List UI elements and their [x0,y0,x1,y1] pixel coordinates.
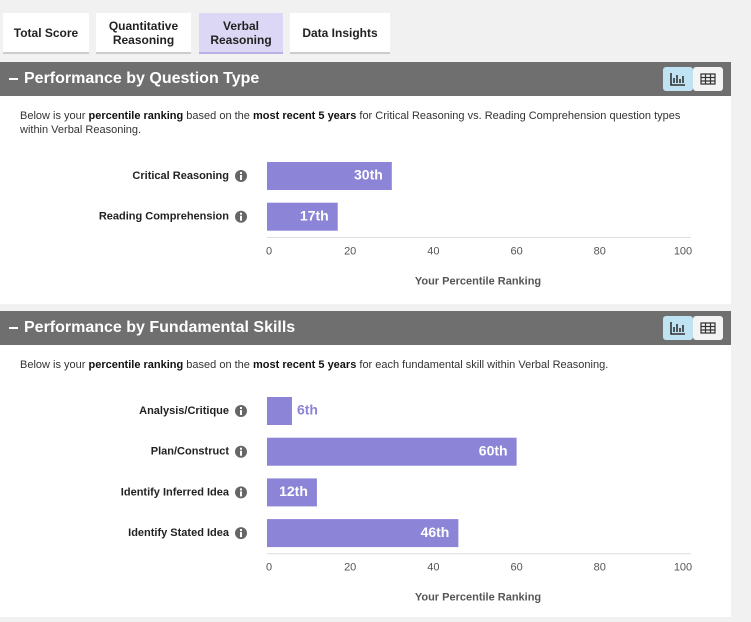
x-tick-label: 80 [594,562,606,574]
section-description: Below is your percentile ranking based o… [20,109,700,137]
text: based on the [183,359,253,371]
x-tick-label: 100 [674,245,692,257]
section-header[interactable]: Performance by Fundamental Skills [0,311,731,345]
info-dot [240,488,242,491]
info-bar [240,215,242,221]
value-label: 6th [297,402,318,418]
category-label: Critical Reasoning [132,170,229,182]
x-tick-label: 40 [427,245,439,257]
value-label: 17th [300,207,329,223]
x-tick-label: 20 [344,245,356,257]
text: Below is your [20,359,89,371]
value-label: 30th [354,167,383,183]
bar [267,162,392,190]
chart: 0 20 40 60 80 100 Your Percentile Ranking Analy… [121,397,692,604]
bar [267,397,292,425]
value-label: 60th [479,442,508,458]
bar [267,519,459,548]
x-tick-label: 20 [344,562,356,574]
value-label: 46th [421,524,450,540]
tab[interactable]: Data Insights [290,13,390,54]
info-bar [240,491,242,497]
x-tick-label: 0 [266,245,272,257]
panel [0,96,731,304]
tab-active[interactable]: Verbal Reasoning [199,13,283,54]
info-icon[interactable] [235,445,247,458]
info-icon[interactable] [235,170,247,182]
emphasis: percentile ranking [88,359,184,371]
info-dot [240,212,242,215]
x-tick-label: 0 [266,562,272,574]
category-label: Identify Stated Idea [128,527,230,539]
tab[interactable]: Total Score [3,13,89,54]
info-dot [240,447,242,450]
text: Below is your [20,110,89,122]
info-icon[interactable] [235,210,247,223]
table-view-button[interactable] [693,67,723,91]
info-bar [240,532,242,538]
x-tick-label: 100 [674,562,692,574]
info-bar [240,450,242,456]
section-title: Performance by Fundamental Skills [24,319,296,336]
info-dot [240,529,242,532]
chart-view-button[interactable] [663,316,693,340]
text: for each fundamental skill within Verbal… [356,359,609,371]
x-tick-label: 80 [594,245,606,257]
info-bar [240,175,242,180]
info-icon[interactable] [235,405,247,417]
section-description: Below is your percentile ranking based o… [20,358,700,372]
collapse-icon[interactable] [9,327,18,329]
tab[interactable]: Quantitative Reasoning [96,13,191,54]
emphasis: most recent 5 years [252,359,357,371]
chart: 0 20 40 60 80 100 Your Percentile Ranking Criti… [99,162,692,287]
text: based on the [183,110,253,122]
emphasis: percentile ranking [88,110,184,122]
x-axis-title: Your Percentile Ranking [415,275,541,287]
section-header[interactable]: Performance by Question Type [0,62,731,96]
category-label: Plan/Construct [151,446,230,458]
category-label: Analysis/Critique [139,405,229,417]
table-icon [700,322,716,334]
x-axis-title: Your Percentile Ranking [415,592,541,604]
chart-icon [670,322,685,335]
x-tick-label: 40 [427,562,439,574]
table-icon [700,73,716,85]
chart-view-button[interactable] [663,67,693,91]
info-bar [240,410,242,415]
chart-icon [670,73,685,86]
text: for Critical Reasoning vs. Reading Compr… [20,110,681,136]
category-label: Reading Comprehension [99,211,229,223]
bar [267,478,317,507]
info-dot [240,407,242,409]
panel [0,345,731,617]
value-label: 12th [279,483,308,499]
info-icon[interactable] [235,486,247,499]
emphasis: most recent 5 years [252,110,357,122]
info-icon[interactable] [235,527,247,540]
bar [267,437,517,466]
view-toggle [663,67,723,91]
x-tick-label: 60 [510,245,522,257]
bar [267,202,338,231]
info-dot [240,172,242,174]
x-tick-label: 60 [510,562,522,574]
category-label: Identify Inferred Idea [121,486,230,498]
section-title: Performance by Question Type [24,70,260,87]
view-toggle [663,316,723,340]
collapse-icon[interactable] [9,78,18,80]
table-view-button[interactable] [693,316,723,340]
